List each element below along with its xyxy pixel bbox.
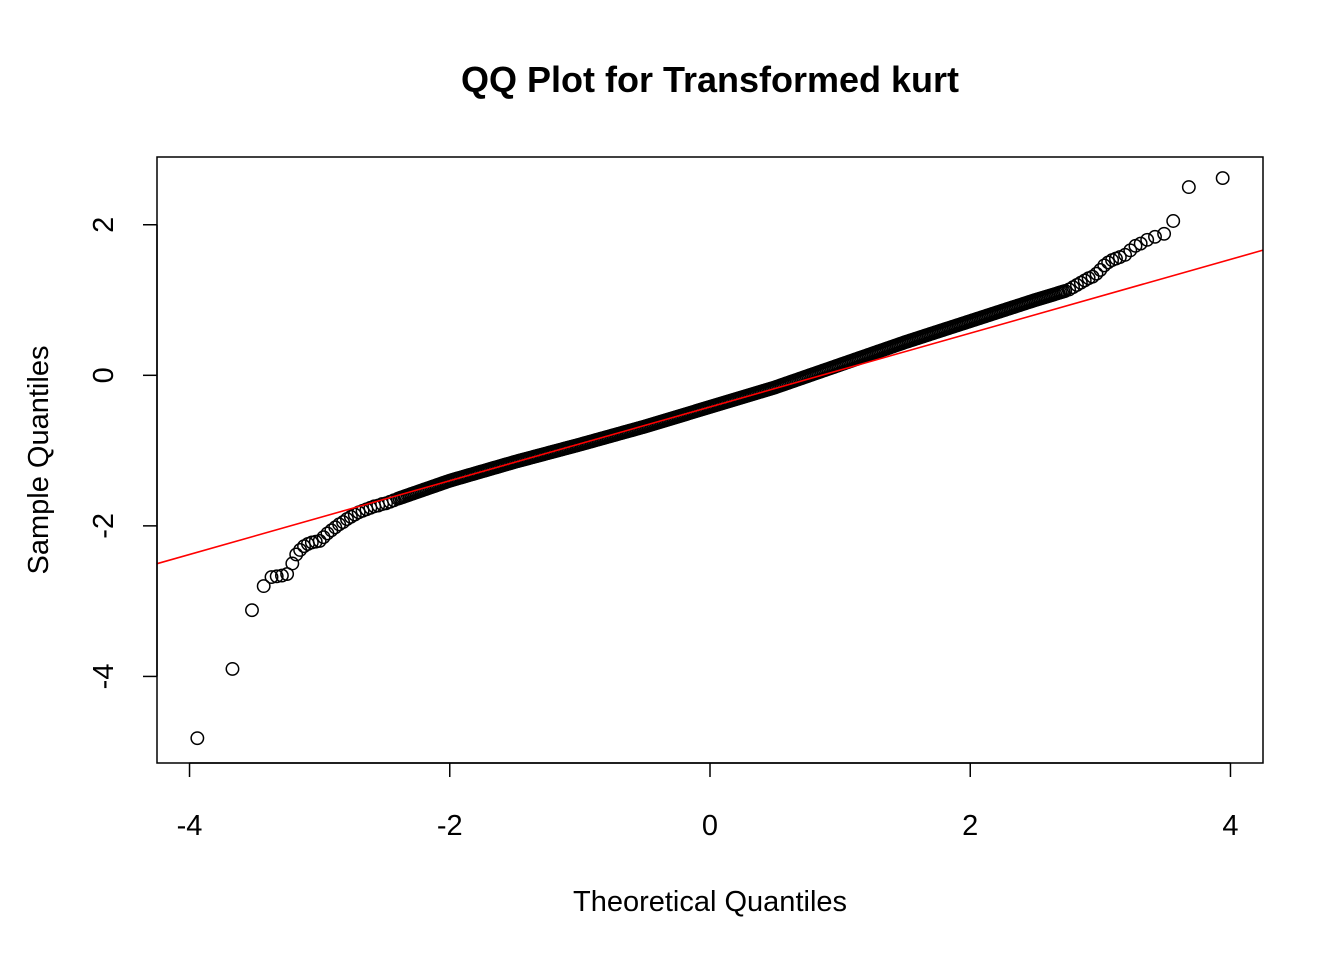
qq-point (1089, 266, 1104, 281)
qq-point (285, 556, 300, 571)
y-tick-label: 2 (88, 217, 120, 233)
qq-point (1140, 232, 1155, 247)
x-tick-label: -2 (437, 810, 463, 842)
plot-area (156, 171, 1264, 746)
qq-point (1085, 269, 1100, 284)
x-axis: -4 -2 0 2 4 (177, 762, 1239, 842)
reference-line (156, 249, 1264, 565)
y-tick-label: 0 (88, 367, 120, 383)
y-tick-label: -2 (88, 513, 120, 539)
qq-point (1157, 226, 1172, 241)
qq-point (312, 533, 327, 548)
qq-point (274, 568, 289, 583)
x-tick-label: -4 (177, 810, 203, 842)
qq-point (225, 661, 240, 676)
qq-point (1181, 180, 1196, 195)
x-tick-label: 0 (702, 810, 718, 842)
x-tick-label: 4 (1222, 810, 1238, 842)
plot-frame (156, 156, 1264, 764)
qq-point (289, 547, 304, 562)
y-axis-label: Sample Quantiles (23, 346, 55, 575)
y-tick-label: -4 (88, 664, 120, 690)
qq-point (1093, 262, 1108, 277)
qq-point (316, 530, 331, 545)
qq-point (1148, 229, 1162, 244)
qq-point (1215, 171, 1230, 186)
x-axis-label: Theoretical Quantiles (573, 886, 847, 918)
y-axis: -4 -2 0 2 (88, 217, 158, 690)
qq-point (190, 731, 205, 746)
qq-point (245, 603, 259, 618)
qq-point (269, 569, 284, 584)
qq-point (256, 579, 271, 594)
x-tick-label: 2 (962, 810, 978, 842)
chart-title: QQ Plot for Transformed kurt (461, 59, 959, 100)
qq-point (1166, 214, 1181, 228)
qq-point (264, 570, 279, 585)
